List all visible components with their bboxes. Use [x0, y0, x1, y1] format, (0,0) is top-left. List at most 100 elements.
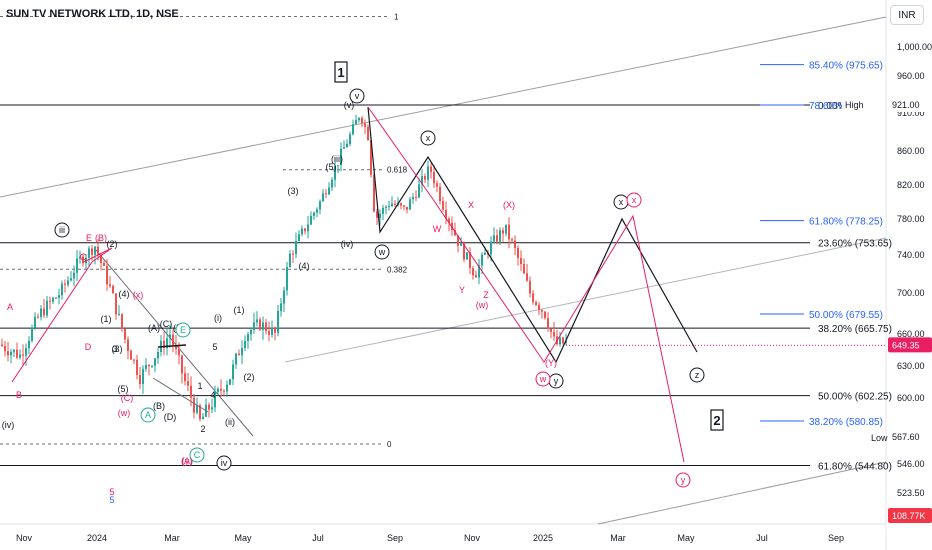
wave-label: (x)	[133, 290, 144, 300]
candle-body	[400, 203, 402, 206]
wave-label: (3)	[112, 344, 123, 354]
y-tick-label: 630.00	[897, 361, 925, 371]
candle-body	[379, 213, 381, 218]
wave-label-text: (3)	[288, 186, 299, 196]
candle-body	[406, 206, 408, 210]
wave-label: (4)	[299, 261, 310, 271]
candle-body	[502, 230, 504, 234]
wave-label-text: x	[426, 133, 431, 143]
wave-label: (i)	[214, 313, 222, 323]
wave-label-circle	[535, 371, 551, 387]
wave-label: x	[626, 192, 642, 208]
candle-body	[541, 310, 543, 312]
wave-label: w	[374, 244, 390, 260]
currency-button[interactable]: INR	[890, 5, 924, 25]
candle-body	[172, 334, 174, 345]
wave-label: x	[613, 194, 629, 210]
x-tick-label: 2025	[533, 533, 553, 543]
wave-label-circle	[175, 322, 191, 338]
candle-body	[490, 241, 492, 255]
wave-label-text: (A)	[181, 456, 193, 466]
wave-label-text: y	[554, 376, 559, 386]
wave-label-text: (iv)	[341, 239, 354, 249]
candle-body	[133, 359, 135, 361]
candle-body	[289, 253, 291, 267]
candle-body	[352, 124, 354, 135]
candle-body	[271, 327, 273, 335]
candle-body	[208, 404, 210, 410]
wave-label-text: (w)	[476, 300, 489, 310]
candle-body	[154, 358, 156, 366]
wave-label-text: (C)	[121, 393, 134, 403]
y-tick-label: 523.50	[897, 488, 925, 498]
fib-dashed-label: 0.618	[387, 166, 408, 175]
candle-body	[301, 228, 303, 235]
candle-body	[469, 252, 471, 269]
wave-label-text: (A)	[148, 323, 160, 333]
candle-body	[253, 322, 255, 331]
candle-body	[520, 257, 522, 265]
candle-body	[94, 246, 96, 255]
wave-label-text: (D)	[164, 412, 177, 422]
wave-label-text: (w)	[118, 408, 131, 418]
candle-body	[475, 275, 477, 278]
wave-label-text: z	[695, 370, 700, 380]
x-tick-label: 2024	[87, 533, 107, 543]
candle-body	[427, 166, 429, 180]
candle-body	[277, 310, 279, 333]
wave-label-text: (i)	[214, 313, 222, 323]
candle-body	[553, 331, 555, 337]
wave-label: 4	[210, 390, 215, 400]
wave-label-text: W	[433, 224, 442, 234]
candle-body	[454, 230, 456, 236]
wave-label: B	[16, 390, 22, 400]
wave-label: (B)	[153, 401, 165, 411]
wave-label-text: (B)	[153, 401, 165, 411]
candle-body	[214, 391, 216, 408]
candle-body	[196, 405, 198, 413]
candle-body	[265, 322, 267, 332]
wave-label: A	[140, 407, 156, 423]
wave-label-text: X	[468, 200, 474, 210]
wave-label: (C)	[121, 393, 134, 403]
wave-label: E	[175, 322, 191, 338]
candle-body	[244, 341, 246, 349]
candle-body	[514, 240, 516, 248]
candle-body	[394, 203, 396, 205]
candle-body	[370, 140, 372, 175]
wave-label: (5)	[118, 384, 129, 394]
y-tick-label: 600.00	[897, 393, 925, 403]
candle-body	[430, 166, 432, 172]
channel-lower-line	[597, 461, 887, 525]
candle-body	[235, 353, 237, 365]
candle-body	[391, 203, 393, 207]
wave-label-text: A	[7, 302, 13, 312]
y-tick-label: 860.00	[897, 146, 925, 156]
wave-label-text: (3)	[112, 344, 123, 354]
candle-body	[436, 183, 438, 187]
volume-tag: 108.77K	[892, 511, 926, 521]
wave-label: D	[85, 342, 92, 352]
wave-label-text: (4)	[299, 261, 310, 271]
wave-label-circle	[349, 88, 365, 104]
candle-body	[43, 308, 45, 316]
candle-body	[340, 148, 342, 166]
wave-label: (B)	[95, 233, 107, 243]
chart-title: SUN TV NETWORK LTD, 1D, NSE	[6, 8, 179, 20]
candle-body	[58, 295, 60, 298]
wave-label: A	[7, 302, 13, 312]
channel-upper-line	[0, 16, 887, 198]
x-tick-label: Sep	[828, 533, 844, 543]
fib-dashed-label: 0.382	[387, 265, 408, 274]
wave-label-text: (iv)	[2, 420, 15, 430]
triangle-line	[157, 344, 187, 348]
x-tick-label: Mar	[610, 533, 626, 543]
low-label: Low	[871, 433, 888, 443]
candle-body	[532, 293, 534, 303]
wave-label: y	[675, 472, 691, 488]
candle-body	[331, 179, 333, 188]
candle-body	[292, 253, 294, 255]
candle-body	[193, 397, 195, 413]
wave-label: (iv)	[341, 239, 354, 249]
